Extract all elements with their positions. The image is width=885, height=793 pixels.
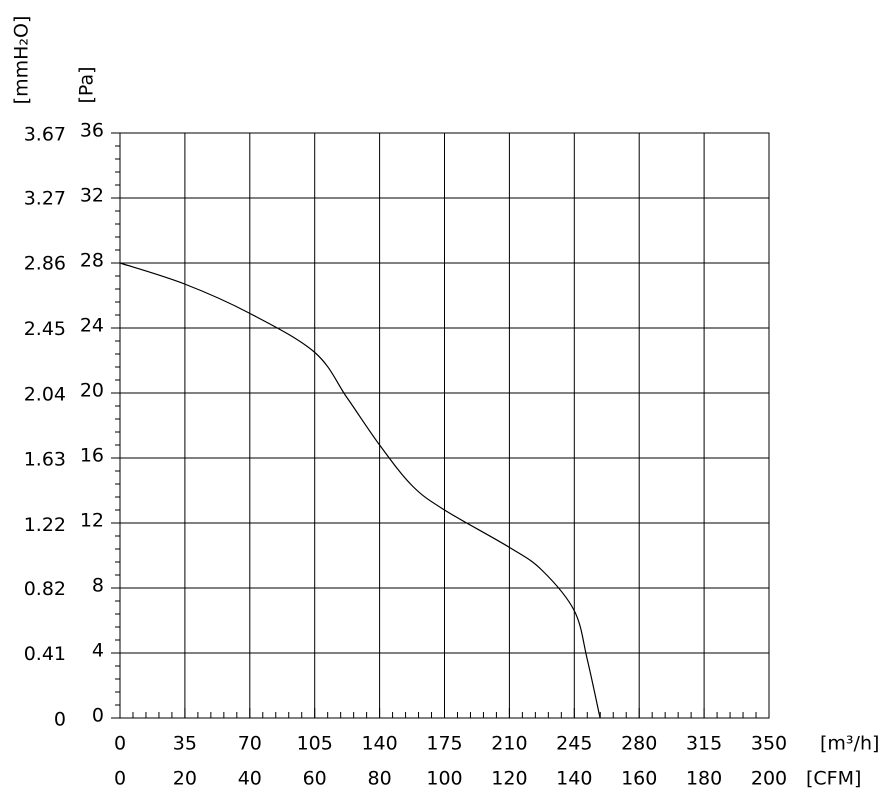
x2-tick-label: 80 [368,768,392,790]
x-tick-label: 105 [297,733,333,755]
y2-tick-label: 0 [54,709,66,731]
y-tick-label: 0 [92,705,104,727]
y-tick-label: 32 [80,185,104,207]
curve [119,262,601,719]
x-tick-label: 140 [361,733,397,755]
x-tick-label: 280 [621,733,657,755]
y-tick-label: 28 [80,250,104,272]
x2-tick-label: 200 [751,768,787,790]
x-tick-label: 245 [556,733,592,755]
y2-tick-label: 3.67 [24,124,66,146]
x-tick-label: 70 [238,733,262,755]
y2-tick-label: 0.82 [24,578,66,600]
x-tick-label: 175 [426,733,462,755]
y-axis-label: [Pa] [76,66,98,103]
x2-axis-label: [CFM] [806,768,861,790]
x2-tick-label: 180 [686,768,722,790]
y-tick-label: 16 [80,445,104,467]
y2-tick-label: 3.27 [24,187,66,209]
y-tick-label: 20 [80,380,104,402]
y-tick-label: 36 [80,120,104,142]
x-tick-label: 35 [173,733,197,755]
x2-tick-label: 120 [491,768,527,790]
x2-tick-label: 40 [238,768,262,790]
x2-tick-label: 20 [173,768,197,790]
y2-axis-label: [mmH₂O] [11,16,33,105]
y-tick-label: 12 [80,510,104,532]
x2-tick-label: 140 [556,768,592,790]
x2-tick-label: 0 [114,768,126,790]
y2-tick-label: 1.22 [24,514,66,536]
x-tick-label: 210 [491,733,527,755]
y-tick-label: 4 [92,640,104,662]
y2-tick-label: 2.86 [24,253,66,275]
y2-tick-label: 0.41 [24,643,66,665]
x-tick-label: 315 [686,733,722,755]
x2-tick-label: 60 [303,768,327,790]
x-tick-label: 0 [114,733,126,755]
plot-frame [119,132,770,719]
x2-tick-label: 160 [621,768,657,790]
y-tick-label: 8 [92,575,104,597]
x2-tick-label: 100 [426,768,462,790]
x-axis-label: [m³/h] [820,733,879,755]
x-tick-label: 350 [751,733,787,755]
y2-tick-label: 2.04 [24,383,66,405]
y2-tick-label: 1.63 [24,449,66,471]
y2-tick-label: 2.45 [24,318,66,340]
y-tick-label: 24 [80,315,104,337]
